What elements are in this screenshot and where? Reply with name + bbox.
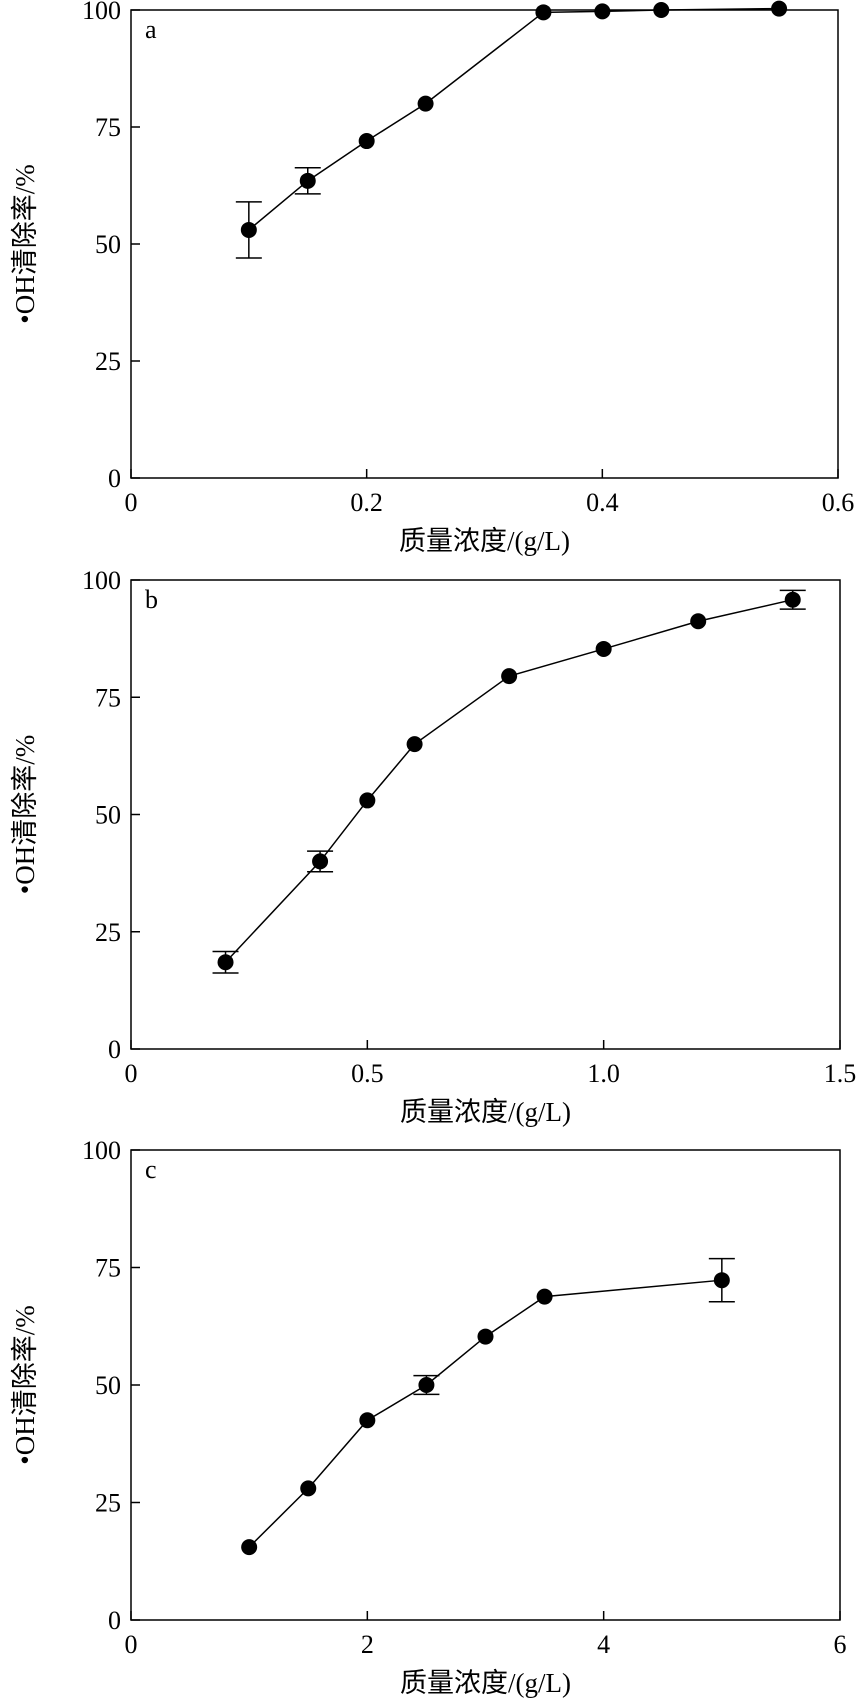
data-point: [217, 954, 234, 971]
data-point: [477, 1328, 494, 1345]
data-point: [300, 1480, 317, 1497]
x-tick-label: 0: [125, 1059, 138, 1088]
x-axis-label: 质量浓度/(g/L): [400, 1668, 571, 1698]
y-axis-label: •OH清除率/%: [10, 1305, 40, 1464]
data-point: [690, 613, 707, 630]
axes: 0 2 4 6 0 25 50 75 100: [82, 1136, 847, 1659]
data-point: [418, 1377, 435, 1393]
y-axis-label: •OH清除率/%: [10, 735, 40, 894]
data-point: [536, 1288, 553, 1305]
data-point: [501, 668, 518, 685]
y-tick-label: 75: [95, 683, 121, 712]
plot-frame: [130, 579, 841, 1050]
x-axis-label: 质量浓度/(g/L): [400, 1097, 571, 1127]
y-tick-label: 50: [95, 230, 121, 259]
data-point: [535, 4, 552, 21]
x-tick-label: 0.6: [822, 488, 855, 517]
y-tick-label: 0: [108, 1035, 121, 1064]
y-tick-label: 75: [95, 1254, 121, 1283]
data-point: [771, 0, 788, 17]
y-tick-label: 25: [95, 918, 121, 947]
x-tick-label: 0: [125, 488, 138, 517]
data-series: [235, 0, 788, 259]
x-axis-label: 质量浓度/(g/L): [399, 526, 570, 556]
y-tick-label: 50: [95, 801, 121, 830]
series-line: [248, 1279, 722, 1548]
y-tick-label: 100: [82, 566, 121, 595]
series-line: [248, 7, 780, 231]
data-point: [417, 95, 434, 112]
data-point: [358, 133, 375, 150]
y-tick-label: 100: [82, 0, 121, 25]
data-point: [595, 640, 612, 657]
x-tick-label: 1.5: [824, 1059, 857, 1088]
x-tick-label: 0.4: [586, 488, 619, 517]
x-tick-label: 0: [125, 1630, 138, 1659]
data-point: [784, 591, 801, 608]
data-point: [653, 2, 670, 18]
panel-b: 0 0.5 1.0 1.5 0 25 50 75 100 b 质量浓度/(g/L) •OH清除率…: [10, 566, 856, 1127]
panel-letter: b: [145, 585, 158, 614]
panel-letter: a: [145, 15, 157, 44]
data-point: [312, 853, 329, 870]
panel-a: 0 0.2 0.4 0.6 0 25 50 75 100 a 质量浓度/(g/L) •OH清除率…: [10, 0, 854, 556]
x-tick-label: 1.0: [587, 1059, 620, 1088]
y-tick-label: 100: [82, 1136, 121, 1165]
x-tick-label: 4: [597, 1630, 610, 1659]
y-tick-label: 0: [108, 1606, 121, 1635]
y-tick-label: 25: [95, 347, 121, 376]
panel-letter: c: [145, 1155, 157, 1184]
data-point: [359, 1412, 376, 1429]
data-point: [406, 736, 423, 753]
y-tick-label: 50: [95, 1371, 121, 1400]
x-tick-label: 2: [361, 1630, 374, 1659]
data-point: [241, 1539, 258, 1556]
data-point: [713, 1272, 730, 1289]
y-axis-label: •OH清除率/%: [10, 164, 40, 323]
data-series: [241, 1257, 735, 1556]
y-tick-label: 25: [95, 1489, 121, 1518]
y-tick-label: 75: [95, 113, 121, 142]
series-line: [224, 598, 793, 963]
data-point: [594, 3, 611, 20]
x-tick-label: 0.5: [351, 1059, 384, 1088]
y-tick-label: 0: [108, 464, 121, 493]
axes: 0 0.2 0.4 0.6 0 25 50 75 100: [82, 0, 854, 517]
plot-frame: [130, 9, 839, 479]
plot-frame: [130, 1149, 841, 1621]
data-series: [212, 589, 806, 974]
panel-c: 0 2 4 6 0 25 50 75 100 c 质量浓度/(g/L) •OH清除率/%: [10, 1136, 846, 1698]
x-tick-label: 0.2: [350, 488, 383, 517]
data-point: [359, 792, 376, 809]
x-tick-label: 6: [834, 1630, 847, 1659]
axes: 0 0.5 1.0 1.5 0 25 50 75 100: [82, 566, 856, 1088]
data-point: [299, 172, 316, 189]
data-point: [240, 221, 257, 238]
